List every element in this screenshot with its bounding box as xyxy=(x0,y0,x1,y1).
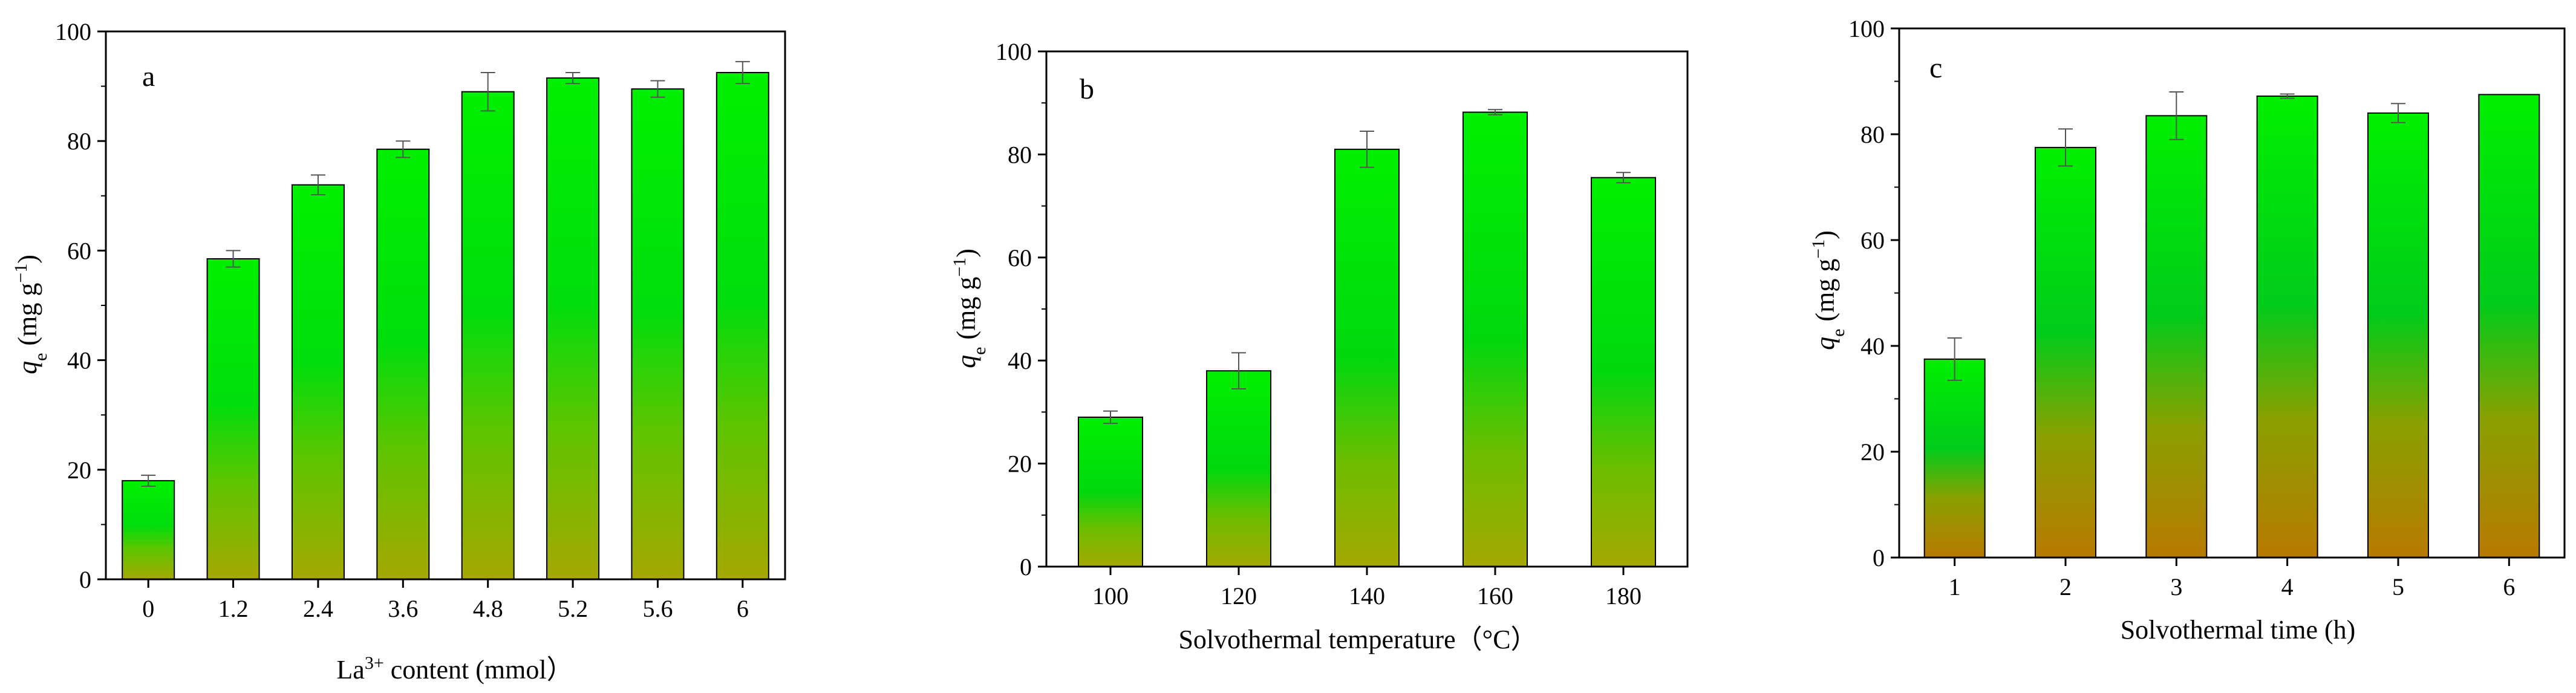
panel-a-axes xyxy=(97,30,786,588)
y-tick-label: 40 xyxy=(1860,333,1885,360)
y-tick-label: 100 xyxy=(55,18,91,45)
panel-c-x-tick-labels: 1 2 3 4 5 6 xyxy=(1949,573,2516,600)
y-tick-label: 80 xyxy=(1860,121,1885,148)
x-tick-label: 6 xyxy=(2503,573,2515,600)
panel-c-axes xyxy=(1891,27,2566,566)
y-tick-label: 40 xyxy=(1008,347,1032,374)
panel-a: a 0 20 40 60 80 100 0 1.2 2.4 3.6 4.8 5.2 5.6 6 La3+… xyxy=(11,18,786,685)
x-tick-label: 3 xyxy=(2170,573,2182,600)
bar xyxy=(1923,358,1986,558)
y-tick-label: 0 xyxy=(1873,544,1885,571)
x-tick-label: 5.6 xyxy=(642,595,673,622)
y-tick-label: 20 xyxy=(1008,451,1032,478)
bar xyxy=(1334,148,1400,567)
panel-a-bars xyxy=(122,60,769,581)
y-tick-label: 0 xyxy=(1020,553,1032,581)
x-tick-label: 3.6 xyxy=(388,595,418,622)
x-tick-label: 100 xyxy=(1092,582,1129,610)
x-tick-label: 1.2 xyxy=(218,595,249,622)
y-tick-label: 40 xyxy=(67,347,91,374)
panel-a-y-axis-title: qe(mg g−1) xyxy=(11,255,51,374)
panel-b: b 0 20 40 60 80 100 100 120 140 160 180 Solvother… xyxy=(950,38,1689,654)
x-tick-label: 2 xyxy=(2059,573,2072,600)
panel-c-label: c xyxy=(1929,52,1942,84)
x-tick-label: 160 xyxy=(1477,582,1513,610)
bar xyxy=(2478,94,2540,558)
y-tick-label: 80 xyxy=(67,128,91,155)
panel-c-y-tick-labels: 0 20 40 60 80 100 xyxy=(1848,15,1885,571)
bar xyxy=(206,258,260,580)
bar xyxy=(2367,112,2429,558)
panel-b-x-tick-labels: 100 120 140 160 180 xyxy=(1092,582,1642,610)
panel-b-y-axis-title: qe(mg g−1) xyxy=(950,249,990,368)
y-tick-label: 60 xyxy=(1860,227,1885,254)
y-tick-label: 80 xyxy=(1008,141,1032,168)
panel-a-y-tick-labels: 0 20 40 60 80 100 xyxy=(55,18,91,593)
bar xyxy=(2145,115,2208,558)
bar xyxy=(2035,146,2096,558)
x-tick-label: 2.4 xyxy=(303,595,333,622)
y-tick-label: 60 xyxy=(1008,244,1032,272)
bar xyxy=(1206,370,1271,567)
x-tick-label: 6 xyxy=(737,595,749,622)
x-tick-label: 5 xyxy=(2392,573,2404,600)
panel-c: c 0 20 40 60 80 100 1 2 3 4 5 6 Solvothermal time … xyxy=(1808,15,2566,645)
bar xyxy=(122,480,175,580)
x-tick-label: 180 xyxy=(1605,582,1642,610)
bar xyxy=(1462,111,1528,567)
bar xyxy=(461,91,515,581)
x-tick-label: 4 xyxy=(2281,573,2294,600)
x-tick-label: 120 xyxy=(1221,582,1257,610)
y-tick-label: 0 xyxy=(79,566,91,593)
y-tick-label: 20 xyxy=(67,457,91,484)
x-tick-label: 0 xyxy=(142,595,154,622)
panel-a-x-axis-title: La3+ content (mmol） xyxy=(336,653,573,685)
panel-c-y-axis-title: qe(mg g−1) xyxy=(1808,230,1848,350)
panel-b-axes xyxy=(1038,50,1689,575)
plot-frame xyxy=(1898,27,2566,559)
panel-c-x-axis-title: Solvothermal time (h) xyxy=(2121,615,2356,645)
bar xyxy=(1591,177,1656,567)
bar xyxy=(631,88,685,580)
y-tick-label: 20 xyxy=(1860,438,1885,466)
x-tick-label: 4.8 xyxy=(473,595,503,622)
bar xyxy=(546,77,600,580)
panel-b-x-axis-title: Solvothermal temperature（°C） xyxy=(1178,625,1537,654)
y-tick-label: 60 xyxy=(67,237,91,264)
panel-b-label: b xyxy=(1080,73,1094,105)
panel-a-label: a xyxy=(142,60,155,93)
bar xyxy=(716,71,769,580)
bar xyxy=(376,148,430,581)
panel-b-bars xyxy=(1078,109,1656,567)
bar xyxy=(291,184,345,580)
panel-b-y-tick-labels: 0 20 40 60 80 100 xyxy=(996,38,1032,581)
y-tick-label: 100 xyxy=(996,38,1032,65)
x-tick-label: 5.2 xyxy=(558,595,588,622)
x-tick-label: 1 xyxy=(1949,573,1961,600)
bar xyxy=(1078,416,1143,567)
panel-c-bars xyxy=(1923,91,2540,558)
y-tick-label: 100 xyxy=(1848,15,1885,42)
x-tick-label: 140 xyxy=(1349,582,1385,610)
bar xyxy=(2256,96,2318,558)
panel-a-x-tick-labels: 0 1.2 2.4 3.6 4.8 5.2 5.6 6 xyxy=(142,595,749,622)
